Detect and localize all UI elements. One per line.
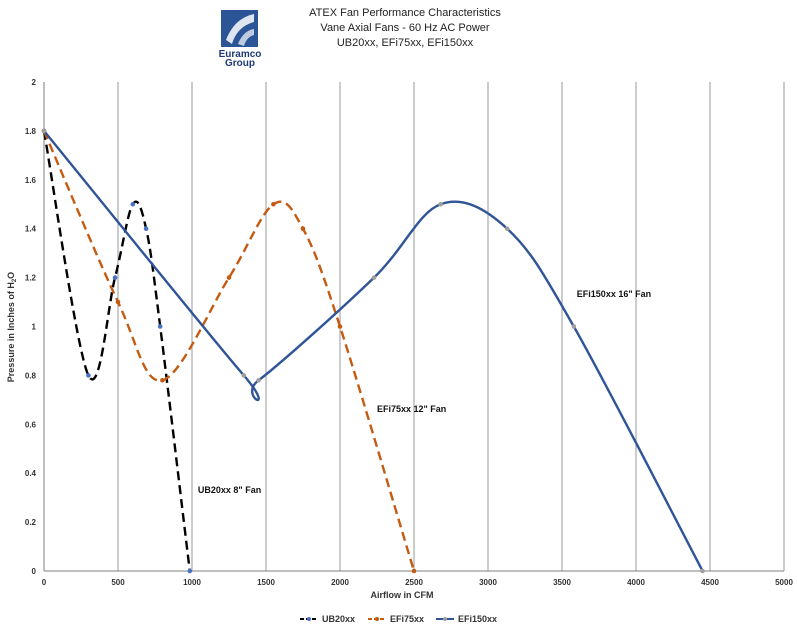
grid-lines	[117, 82, 785, 571]
legend-marker-ub20xx	[307, 617, 311, 621]
data-point-efi75xx	[411, 568, 417, 574]
y-tick-label: 0.6	[25, 420, 37, 429]
series-line-efi75xx	[42, 130, 416, 572]
x-tick-label: 1500	[257, 578, 275, 587]
y-tick-label: 0	[32, 567, 37, 576]
series-annotations: UB20xx 8" Fan EFi75xx 12" Fan EFi150xx 16"…	[198, 289, 651, 495]
x-tick-label: 2000	[331, 578, 349, 587]
x-tick-labels: 0 500 1000 1500 2000 2500 3000 3500 4000 4500 5000	[42, 578, 794, 587]
x-tick-label: 4000	[627, 578, 645, 587]
y-tick-label: 1.4	[25, 225, 37, 234]
data-point-efi150xx	[41, 128, 47, 134]
data-point-efi150xx	[256, 377, 261, 383]
series-markers	[41, 128, 705, 574]
x-tick-label: 3000	[479, 578, 497, 587]
data-point-efi75xx	[271, 201, 276, 207]
data-point-ub20xx	[112, 275, 118, 280]
logo-swoosh-icon-2	[238, 29, 254, 46]
euramco-group-logo: Euramco Group	[219, 10, 262, 69]
x-tick-label: 1000	[183, 578, 201, 587]
data-point-efi75xx	[160, 377, 165, 383]
series-line-ub20xx	[42, 130, 191, 572]
data-point-efi75xx	[300, 226, 306, 231]
x-axis-label: Airflow in CFM	[371, 590, 434, 600]
y-tick-label: 0.4	[25, 469, 37, 478]
legend-label-efi75xx: EFi75xx	[390, 614, 424, 624]
data-point-efi150xx	[241, 373, 247, 378]
x-tick-label: 4500	[701, 578, 719, 587]
y-tick-label: 1.8	[25, 127, 37, 136]
data-point-efi150xx	[504, 226, 510, 231]
x-tick-label: 3500	[553, 578, 571, 587]
data-point-ub20xx	[157, 324, 163, 329]
data-point-ub20xx	[187, 568, 193, 574]
data-point-ub20xx	[143, 226, 149, 231]
legend-marker-efi150xx	[443, 617, 447, 621]
legend-marker-efi75xx	[375, 617, 379, 621]
data-point-ub20xx	[130, 201, 136, 207]
series-lines	[42, 130, 704, 572]
data-point-efi75xx	[226, 275, 232, 280]
chart-title-line-1: ATEX Fan Performance Characteristics	[309, 7, 501, 19]
y-tick-label: 0.8	[25, 371, 37, 380]
logo-text-line-2: Group	[225, 58, 255, 69]
y-tick-label: 1	[32, 323, 37, 332]
chart-title-line-3: UB20xx, EFi75xx, EFi150xx	[337, 37, 474, 49]
data-point-efi150xx	[571, 324, 577, 329]
y-tick-label: 2	[32, 78, 37, 87]
y-axis-label-end: O	[6, 272, 16, 279]
y-tick-label: 1.6	[25, 176, 37, 185]
legend-label-ub20xx: UB20xx	[322, 614, 355, 624]
y-tick-label: 0.2	[25, 518, 37, 527]
data-point-efi75xx	[337, 324, 343, 329]
chart-title-line-2: Vane Axial Fans - 60 Hz AC Power	[320, 22, 489, 34]
x-tick-label: 5000	[775, 578, 793, 587]
data-point-efi75xx	[115, 299, 121, 305]
data-point-efi150xx	[371, 275, 377, 280]
series-annotation: UB20xx 8" Fan	[198, 485, 261, 495]
series-annotation: EFi75xx 12" Fan	[377, 404, 446, 414]
y-axis-label-main: Pressure in Inches of H	[6, 282, 16, 382]
logo-text-line-1: Euramco	[219, 49, 262, 60]
x-tick-label: 500	[111, 578, 125, 587]
y-tick-labels: 0 0.2 0.4 0.6 0.8 1 1.2 1.4 1.6 1.8 2	[25, 78, 37, 576]
series-annotation: EFi150xx 16" Fan	[577, 289, 651, 299]
series-line-efi150xx	[43, 130, 704, 572]
data-point-efi150xx	[700, 568, 705, 574]
y-axis-label: Pressure in Inches of H2O	[6, 272, 18, 382]
y-axis-label-subscript: 2	[12, 278, 18, 282]
x-tick-label: 0	[42, 578, 47, 587]
y-tick-label: 1.2	[25, 274, 37, 283]
logo-swoosh-icon	[226, 14, 254, 44]
legend-label-efi150xx: EFi150xx	[458, 614, 497, 624]
data-point-efi150xx	[438, 201, 443, 207]
x-tick-label: 2500	[405, 578, 423, 587]
data-point-ub20xx	[86, 373, 91, 378]
legend: UB20xx EFi75xx EFi150xx	[300, 614, 497, 624]
